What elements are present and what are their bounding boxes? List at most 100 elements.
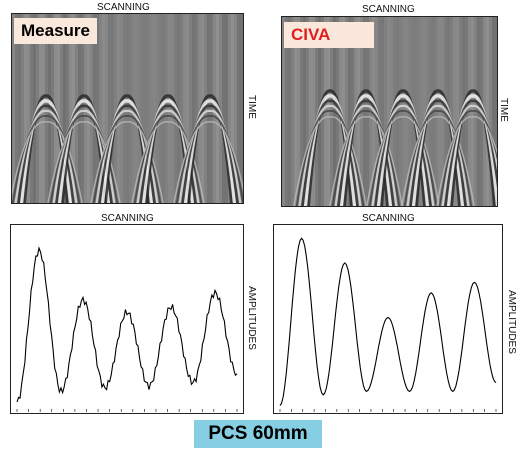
measure-bscan-scanning-label: SCANNING (97, 2, 150, 13)
civa-bscan-stripe (282, 17, 285, 206)
civa-ascan-amplitudes-label: AMPLITUDES (506, 290, 517, 354)
civa-bscan-stripe (342, 17, 345, 206)
measure-bscan-panel (11, 13, 244, 204)
measure-bscan-stripe (147, 14, 150, 203)
measure-bscan-stripe (99, 14, 102, 203)
civa-bscan-stripe (486, 17, 489, 206)
civa-bscan-stripe (465, 17, 468, 206)
measure-bscan-stripe (48, 14, 51, 203)
measure-ascan-scanning-label: SCANNING (101, 213, 154, 224)
civa-ascan-trace (279, 237, 497, 406)
measure-bscan-stripe (234, 14, 237, 203)
civa-bscan-echo-arc-2 (329, 116, 403, 206)
measure-bscan-stripe (219, 14, 222, 203)
measure-bscan-echo-arc-4 (141, 99, 195, 203)
measure-bscan-echo-arc-4 (131, 121, 205, 203)
civa-bscan-stripe (423, 17, 426, 206)
civa-ascan-panel (273, 224, 503, 414)
measure-bscan-stripe (186, 14, 189, 203)
measure-bscan-stripe (114, 14, 117, 203)
measure-bscan-stripe (63, 14, 66, 203)
measure-bscan-stripe (69, 14, 72, 203)
measure-bscan-stripe (231, 14, 234, 203)
civa-bscan-stripe (381, 17, 384, 206)
civa-bscan-stripe (450, 17, 453, 206)
civa-bscan-echo-arc-3 (366, 116, 440, 206)
civa-bscan-stripe (297, 17, 300, 206)
measure-bscan-stripe (141, 14, 144, 203)
measure-bscan-stripe (102, 14, 105, 203)
measure-bscan-echo-arc-5 (178, 109, 242, 203)
civa-bscan-stripe (414, 17, 417, 206)
measure-bscan-stripe (222, 14, 225, 203)
measure-bscan-stripe (240, 14, 243, 203)
civa-bscan-echo-arc-4 (406, 104, 470, 206)
measure-ascan-panel (10, 224, 244, 414)
measure-bscan-stripe (81, 14, 84, 203)
measure-bscan-stripe (165, 14, 168, 203)
measure-bscan-stripe (144, 14, 147, 203)
measure-ascan-plot (16, 246, 238, 412)
measure-bscan-stripe (195, 14, 198, 203)
measure-bscan-stripe (93, 14, 96, 203)
measure-bscan-echo-arc-1 (12, 121, 83, 203)
measure-bscan-stripe (225, 14, 228, 203)
civa-bscan-stripe (384, 17, 387, 206)
civa-bscan-stripe (312, 17, 315, 206)
civa-bscan-echo-arc-5 (444, 99, 497, 206)
civa-bscan-stripe (417, 17, 420, 206)
measure-bscan-stripe (177, 14, 180, 203)
civa-bscan-echo-arc-5 (449, 89, 497, 206)
civa-bscan-echo-arc-3 (371, 104, 435, 206)
civa-bscan-stripe (348, 17, 351, 206)
measure-bscan-stripe (111, 14, 114, 203)
measure-bscan-stripe (45, 14, 48, 203)
civa-bscan-stripe (492, 17, 495, 206)
civa-bscan-echo-arc-5 (441, 104, 497, 206)
measure-bscan-stripe (66, 14, 69, 203)
civa-bscan-stripe (408, 17, 411, 206)
measure-bscan-stripe (210, 14, 213, 203)
civa-bscan-stripe (489, 17, 492, 206)
civa-bscan-echo-arc-2 (331, 110, 401, 206)
civa-bscan-stripe (315, 17, 318, 206)
civa-ascan-plot (279, 237, 497, 412)
civa-bscan-stripe (495, 17, 497, 206)
civa-bscan-echo-arc-2 (334, 104, 398, 206)
measure-bscan-stripe (207, 14, 210, 203)
measure-bscan-stripe (123, 14, 126, 203)
measure-bscan-echo-arc-2 (57, 99, 111, 203)
civa-bscan-stripe (291, 17, 294, 206)
measure-bscan-stripe (33, 14, 36, 203)
civa-bscan-stripe (387, 17, 390, 206)
measure-bscan-echo-arc-3 (103, 94, 151, 203)
measure-bscan-stripe (12, 14, 15, 203)
civa-bscan-echo-arc-3 (368, 110, 438, 206)
measure-bscan-stripe (30, 14, 33, 203)
measure-bscan-stripe (150, 14, 153, 203)
civa-bscan-echo-arc-1 (293, 116, 367, 206)
measure-bscan-stripe (183, 14, 186, 203)
measure-ascan-amplitudes-label: AMPLITUDES (246, 286, 257, 350)
civa-bscan-stripe (294, 17, 297, 206)
measure-bscan-time-label: TIME (246, 95, 257, 119)
civa-bscan-echo-arc-4 (401, 116, 475, 206)
measure-bscan-stripe (96, 14, 99, 203)
measure-bscan-echo-arc-5 (183, 99, 237, 203)
civa-bscan-stripe (345, 17, 348, 206)
measure-bscan-echo-arc-1 (12, 115, 81, 203)
measure-bscan-stripe (189, 14, 192, 203)
measure-bscan-stripe (228, 14, 231, 203)
measure-bscan-stripe (105, 14, 108, 203)
measure-ascan-trace (16, 246, 238, 403)
civa-bscan-stripe (378, 17, 381, 206)
measure-bscan-stripe (126, 14, 129, 203)
civa-bscan-scanning-label: SCANNING (362, 4, 415, 15)
measure-bscan-stripe (153, 14, 156, 203)
measure-bscan-stripe (156, 14, 159, 203)
measure-bscan-echo-arc-5 (181, 104, 239, 203)
civa-bscan-stripe (309, 17, 312, 206)
measure-bscan-stripe (138, 14, 141, 203)
civa-bscan-stripe (453, 17, 456, 206)
measure-bscan-echo-arc-5 (186, 94, 234, 203)
